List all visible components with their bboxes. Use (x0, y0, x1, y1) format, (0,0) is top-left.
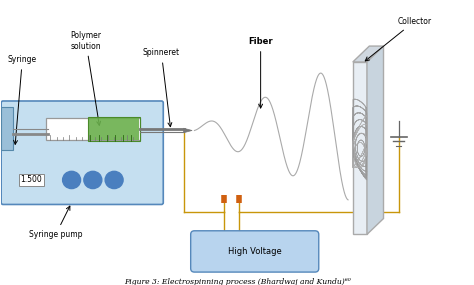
Text: Collector: Collector (365, 17, 432, 61)
Text: Syringe: Syringe (8, 55, 37, 144)
Bar (88, 117, 140, 141)
Text: Spinneret: Spinneret (143, 48, 180, 127)
Polygon shape (367, 46, 383, 235)
Polygon shape (353, 62, 367, 235)
Polygon shape (353, 46, 383, 62)
FancyBboxPatch shape (191, 231, 319, 272)
Bar (0, 110, 9, 139)
Text: High Voltage: High Voltage (228, 247, 282, 256)
Text: Figure 3: Electrospinning process (Bhardwaj and Kundu)⁶⁰: Figure 3: Electrospinning process (Bhard… (124, 278, 350, 285)
FancyBboxPatch shape (1, 101, 163, 204)
Bar (46, 118, 140, 141)
Text: 1.500: 1.500 (20, 176, 42, 184)
Text: Syringe pump: Syringe pump (29, 206, 82, 239)
Circle shape (84, 171, 102, 189)
Circle shape (105, 171, 123, 189)
Polygon shape (183, 128, 192, 133)
Text: Polymer
solution: Polymer solution (70, 31, 101, 125)
Bar (88, 118, 139, 140)
Text: Fiber: Fiber (248, 37, 273, 108)
Circle shape (63, 171, 81, 189)
Bar (0, 107, 13, 150)
